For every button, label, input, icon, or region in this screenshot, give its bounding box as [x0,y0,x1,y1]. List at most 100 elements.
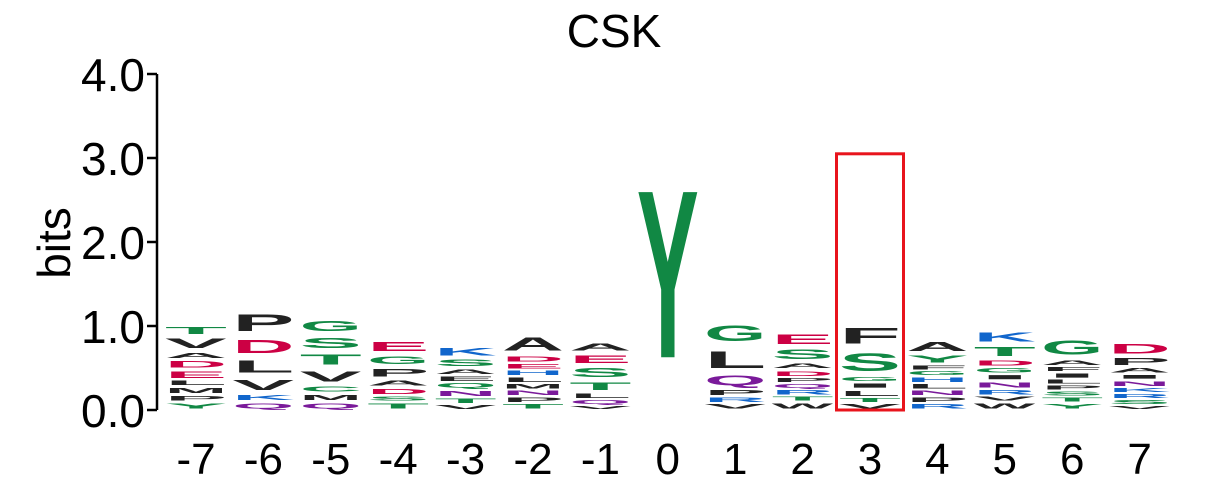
letter-A: A [367,379,429,387]
x-axis: -7 -6 -5 -4 -3 -2 -1 0 1 2 3 4 5 6 7 [176,435,1151,484]
letter-E: E [367,340,429,354]
letter-L: L [165,380,227,387]
letter-D: D [974,359,1036,367]
letter-A: A [569,341,631,353]
letter-T: T [569,380,631,392]
letter-F: F [906,365,968,371]
letter-I: I [839,382,901,389]
x-tick-label: 1 [723,435,747,484]
letter-stacks: YPMLEDAVTQKVLDPQMCVTSGTSDAPGEVTNQEASKTPN… [165,140,1171,410]
letter-S: S [839,349,901,377]
x-tick-label: 7 [1127,435,1151,484]
x-tick-label: -6 [244,435,283,484]
letter-Q: Q [772,383,834,389]
y-tick-label: 2.0 [81,217,145,269]
x-tick-label: 4 [925,435,949,484]
letter-T: T [165,324,227,336]
letter-G: G [974,367,1036,374]
letter-A: A [772,362,834,370]
letter-S: S [569,366,631,380]
letter-T: T [1041,397,1103,403]
y-tick-label: 1.0 [81,301,145,353]
letter-N: N [974,381,1036,389]
letter-I: I [1041,372,1103,379]
letter-W: W [974,402,1036,410]
x-tick-label: 0 [656,435,680,484]
letter-L: L [906,383,968,390]
letter-W: W [772,402,834,410]
letter-V: V [974,396,1036,402]
letter-A: A [502,334,564,355]
letter-P: P [1109,356,1171,367]
letter-E: E [165,370,227,380]
letter-P: P [232,310,294,337]
letter-Y: Y [637,140,699,409]
letter-P: P [502,396,564,403]
highlight-box [835,152,905,412]
letter-Y: Y [906,354,968,365]
letter-V: V [839,403,901,410]
letter-Q: Q [300,402,362,410]
letter-Q: Q [232,402,294,410]
letter-M: M [502,383,564,390]
x-tick-label: -5 [311,435,350,484]
letter-M: M [300,393,362,401]
letter-D: D [772,370,834,378]
letter-V: V [435,404,497,410]
letter-L: L [839,389,901,397]
letter-P: P [1041,385,1103,391]
letter-D: D [502,355,564,363]
letter-T: T [435,397,497,404]
x-tick-label: -4 [379,435,418,484]
letter-S: S [1109,399,1171,405]
y-axis-label: bits [28,207,80,279]
letter-R: R [906,403,968,410]
x-tick-label: -3 [446,435,485,484]
letter-S: S [300,335,362,352]
letter-T: T [367,402,429,410]
letter-L: L [502,376,564,383]
letter-A: A [165,351,227,359]
letter-R: R [772,389,834,396]
x-tick-label: 5 [993,435,1017,484]
letter-L: L [1041,379,1103,385]
letter-D: D [232,336,294,357]
letter-G: G [1041,336,1103,359]
letter-N: N [906,390,968,397]
letter-G: G [704,321,766,346]
x-tick-label: 3 [858,435,882,484]
x-tick-label: -2 [513,435,552,484]
letter-F: F [839,323,901,348]
letter-E: E [772,332,834,347]
letter-D: D [1109,341,1171,356]
letter-S: S [367,396,429,402]
letter-D: D [165,360,227,370]
letter-S: S [772,347,834,362]
letter-F: F [1041,366,1103,372]
letter-S: S [435,358,497,368]
letter-E: E [502,363,564,370]
letter-Q: Q [435,382,497,389]
letter-A: A [906,339,968,353]
highlight-layer [835,152,905,412]
x-tick-label: -7 [176,435,215,484]
letter-A: A [1041,359,1103,367]
letter-R: R [704,397,766,404]
chart-title: CSK [567,5,662,57]
letter-V: V [232,377,294,394]
letter-G: G [300,318,362,335]
letter-I: I [974,374,1036,381]
letter-T: T [300,351,362,368]
x-tick-label: 6 [1060,435,1084,484]
letter-A: A [435,368,497,376]
letter-E: E [435,375,497,382]
letter-M: M [165,387,227,395]
letter-G: G [906,371,968,377]
letter-Q: Q [704,373,766,388]
letter-T: T [772,396,834,402]
letter-V: V [704,403,766,410]
letter-K: K [435,345,497,357]
letter-K: K [232,393,294,401]
letter-Q: Q [569,399,631,405]
x-tick-label: 2 [790,435,814,484]
